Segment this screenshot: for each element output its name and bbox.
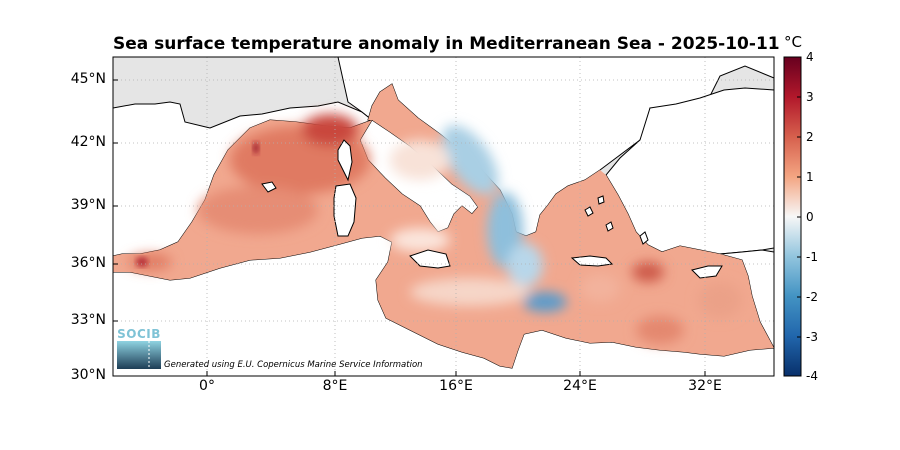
island-mallorca	[261, 181, 277, 193]
colorbar-label: 1	[806, 170, 814, 184]
socib-logo-text: SOCIB	[117, 327, 161, 341]
island-sicily	[409, 249, 451, 269]
lon-label: 16°E	[439, 378, 473, 394]
islands	[261, 139, 723, 279]
colorbar-label: -2	[806, 290, 818, 304]
colorbar-label: 4	[806, 50, 814, 64]
lon-label: 8°E	[322, 378, 348, 394]
island-corsica	[337, 139, 353, 182]
lon-label: 32°E	[688, 378, 722, 394]
credit-text: Generated using E.U. Copernicus Marine S…	[164, 360, 423, 370]
map-title: Sea surface temperature anomaly in Medit…	[113, 34, 780, 54]
socib-logo-graphic	[117, 341, 161, 369]
lat-label: 33°N	[70, 312, 106, 328]
colorbar-label: -1	[806, 250, 818, 264]
colorbar-unit: °C	[784, 33, 802, 51]
lat-label: 36°N	[70, 255, 106, 271]
lon-label: 0°	[199, 378, 215, 394]
sst-anomaly-field	[113, 84, 774, 368]
plot-frame	[112, 56, 775, 377]
colorbar-label: 0	[806, 210, 814, 224]
socib-logo: SOCIB	[117, 327, 161, 369]
island-rhodes	[639, 231, 649, 245]
colorbar-label: 2	[806, 130, 814, 144]
lat-label: 30°N	[70, 367, 106, 383]
lat-label: 42°N	[70, 134, 106, 150]
colorbar-label: 3	[806, 90, 814, 104]
axis-ticks	[113, 79, 706, 376]
island-cyprus	[691, 265, 723, 279]
lat-label: 39°N	[70, 197, 106, 213]
colorbar-label: -4	[806, 369, 818, 383]
colorbar-ticks	[797, 56, 801, 377]
lon-label: 24°E	[563, 378, 597, 394]
lat-label: 45°N	[70, 71, 106, 87]
colorbar-label: -3	[806, 330, 818, 344]
island-sardinia	[333, 183, 357, 237]
